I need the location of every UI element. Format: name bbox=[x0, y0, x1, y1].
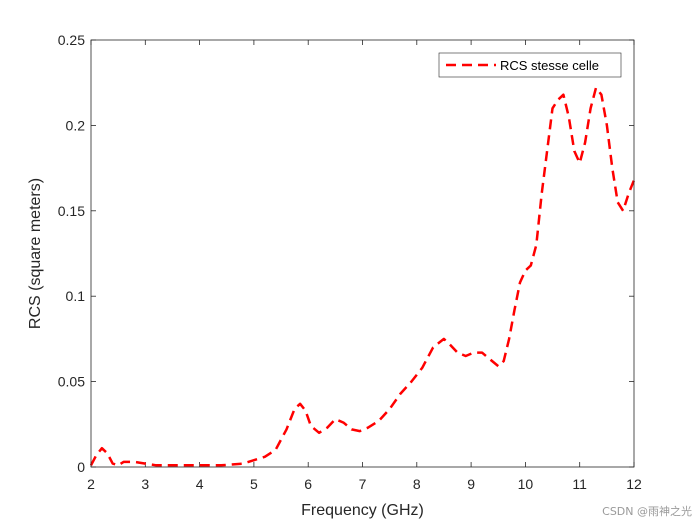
y-tick-label: 0.15 bbox=[58, 203, 85, 219]
watermark: CSDN @雨神之光 bbox=[602, 505, 692, 518]
y-axis-label: RCS (square meters) bbox=[27, 178, 44, 329]
x-tick-label: 2 bbox=[87, 476, 95, 492]
x-tick-label: 10 bbox=[518, 476, 534, 492]
x-tick-label: 6 bbox=[304, 476, 312, 492]
x-tick-label: 8 bbox=[413, 476, 421, 492]
axis-tick-labels: 2 3 4 5 6 7 8 9 10 11 12 0 0.05 0.1 0.15 0.2 0.25 bbox=[58, 32, 642, 492]
x-tick-label: 7 bbox=[359, 476, 367, 492]
x-tick-label: 11 bbox=[572, 476, 587, 492]
x-axis-label: Frequency (GHz) bbox=[301, 502, 424, 519]
y-tick-label: 0.05 bbox=[58, 374, 85, 390]
x-tick-label: 4 bbox=[196, 476, 204, 492]
series-layer bbox=[89, 86, 636, 467]
y-tick-label: 0.1 bbox=[66, 288, 86, 304]
series-line bbox=[89, 86, 636, 467]
plot-frame bbox=[90, 39, 635, 468]
x-tick-label: 12 bbox=[626, 476, 642, 492]
x-tick-label: 3 bbox=[141, 476, 149, 492]
x-tick-label: 5 bbox=[250, 476, 258, 492]
y-tick-label: 0 bbox=[77, 459, 85, 475]
x-tick-label: 9 bbox=[467, 476, 475, 492]
y-tick-label: 0.2 bbox=[66, 117, 86, 133]
plot-area bbox=[91, 40, 634, 467]
legend: RCS stesse celle bbox=[438, 52, 622, 78]
y-tick-label: 0.25 bbox=[58, 32, 85, 48]
legend-label: RCS stesse celle bbox=[500, 58, 599, 73]
